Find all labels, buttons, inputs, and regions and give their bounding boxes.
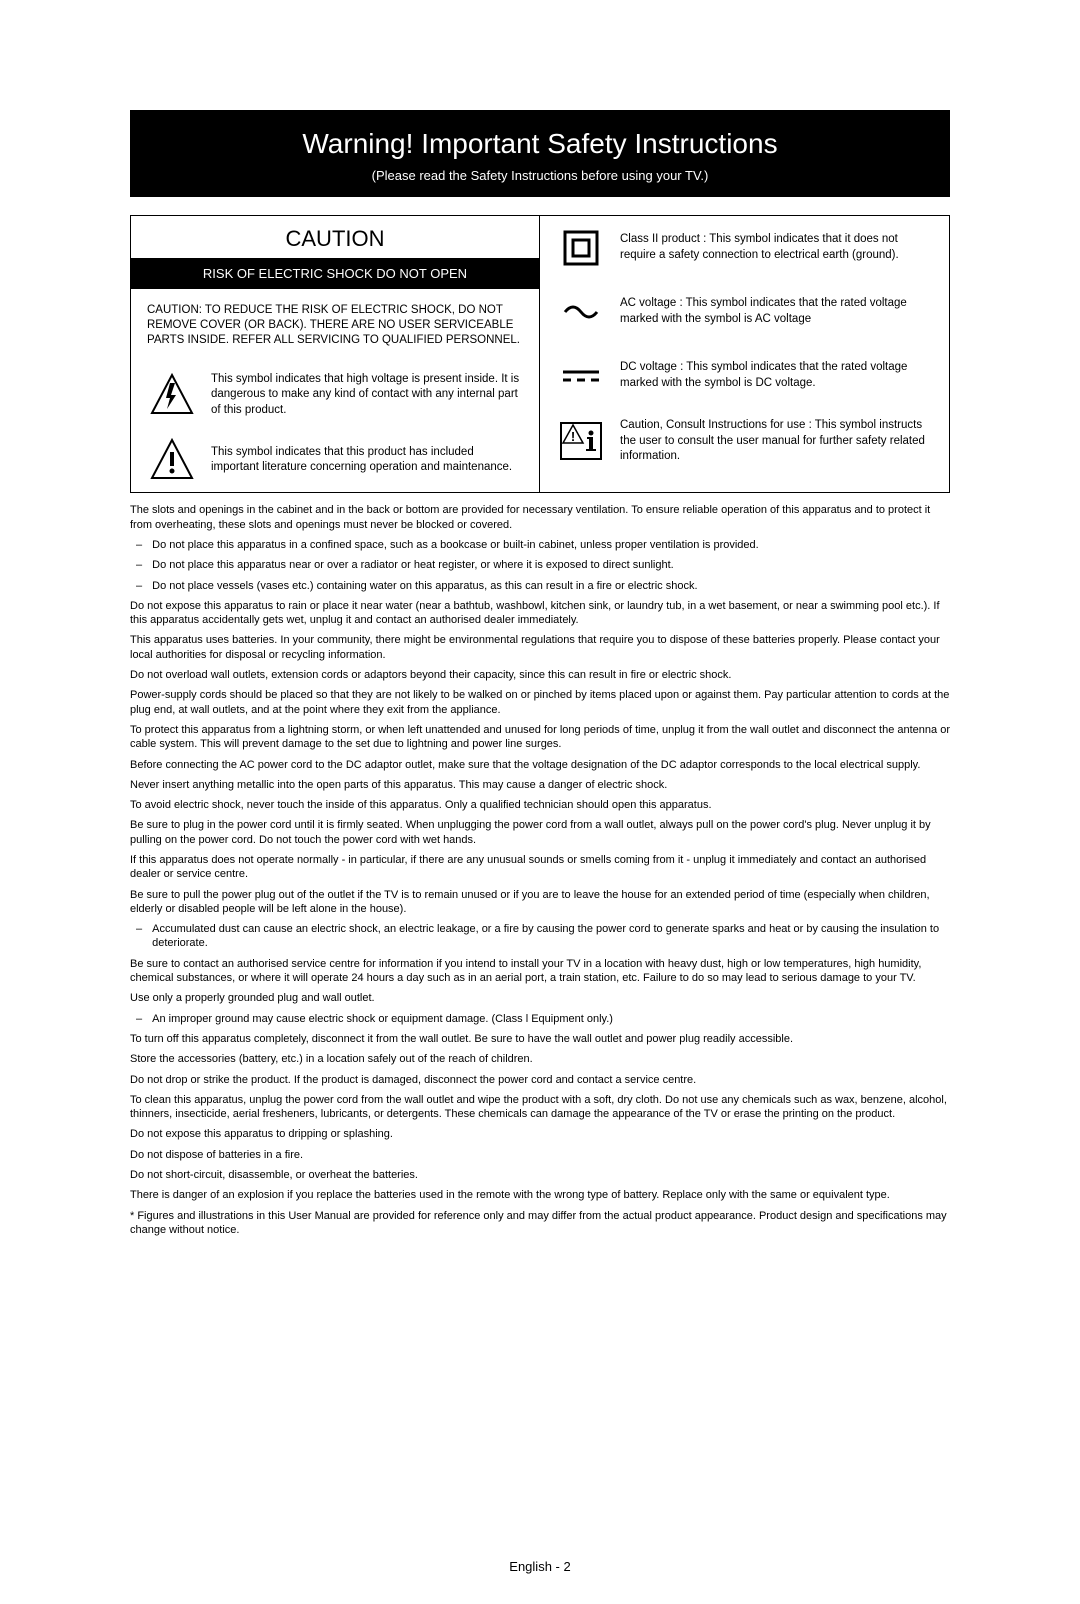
symbol-text: Class II product : This symbol indicates…: [606, 232, 933, 263]
para: Do not dispose of batteries in a fire.: [130, 1148, 950, 1162]
symbol-text: AC voltage : This symbol indicates that …: [606, 296, 933, 327]
para: Store the accessories (battery, etc.) in…: [130, 1052, 950, 1066]
page-footer: English - 2: [0, 1559, 1080, 1574]
para: Before connecting the AC power cord to t…: [130, 758, 950, 772]
para: The slots and openings in the cabinet an…: [130, 503, 950, 532]
bullet: Do not place vessels (vases etc.) contai…: [130, 579, 950, 593]
para: To turn off this apparatus completely, d…: [130, 1032, 950, 1046]
symbols-left-column: CAUTION RISK OF ELECTRIC SHOCK DO NOT OP…: [131, 216, 540, 492]
bullet: An improper ground may cause electric sh…: [130, 1012, 950, 1026]
svg-text:!: !: [571, 429, 575, 444]
para: To protect this apparatus from a lightni…: [130, 723, 950, 752]
para: Be sure to contact an authorised service…: [130, 957, 950, 986]
symbol-row: This symbol indicates that this product …: [131, 428, 539, 492]
caution-label: CAUTION: [131, 216, 539, 258]
symbol-text: Caution, Consult Instructions for use : …: [606, 418, 933, 465]
page-title: Warning! Important Safety Instructions: [130, 128, 950, 160]
symbol-row: This symbol indicates that high voltage …: [131, 362, 539, 429]
caution-text: CAUTION: TO REDUCE THE RISK OF ELECTRIC …: [131, 289, 539, 362]
para: Be sure to plug in the power cord until …: [130, 818, 950, 847]
para: If this apparatus does not operate norma…: [130, 853, 950, 882]
symbol-text: DC voltage : This symbol indicates that …: [606, 360, 933, 391]
page-subtitle: (Please read the Safety Instructions bef…: [130, 168, 950, 183]
body-text: The slots and openings in the cabinet an…: [130, 503, 950, 1237]
para: This apparatus uses batteries. In your c…: [130, 633, 950, 662]
symbol-row: Class II product : This symbol indicates…: [540, 216, 949, 280]
class2-icon: [556, 228, 606, 268]
symbol-text: This symbol indicates that this product …: [197, 445, 523, 476]
ac-voltage-icon: [556, 302, 606, 322]
consult-manual-icon: !: [556, 421, 606, 461]
para: To clean this apparatus, unplug the powe…: [130, 1093, 950, 1122]
symbol-row: DC voltage : This symbol indicates that …: [540, 344, 949, 408]
high-voltage-icon: [147, 373, 197, 417]
bullet: Do not place this apparatus in a confine…: [130, 538, 950, 552]
exclamation-icon: [147, 438, 197, 482]
bullet: Do not place this apparatus near or over…: [130, 558, 950, 572]
para: There is danger of an explosion if you r…: [130, 1188, 950, 1202]
symbol-row: AC voltage : This symbol indicates that …: [540, 280, 949, 344]
para: Use only a properly grounded plug and wa…: [130, 991, 950, 1005]
para: Be sure to pull the power plug out of th…: [130, 888, 950, 917]
para: Do not expose this apparatus to rain or …: [130, 599, 950, 628]
symbols-table: CAUTION RISK OF ELECTRIC SHOCK DO NOT OP…: [130, 215, 950, 493]
header-banner: Warning! Important Safety Instructions (…: [130, 110, 950, 197]
para: Power-supply cords should be placed so t…: [130, 688, 950, 717]
symbol-text: This symbol indicates that high voltage …: [197, 372, 523, 419]
symbols-right-column: Class II product : This symbol indicates…: [540, 216, 949, 492]
para: Do not overload wall outlets, extension …: [130, 668, 950, 682]
para: Do not short-circuit, disassemble, or ov…: [130, 1168, 950, 1182]
para: * Figures and illustrations in this User…: [130, 1209, 950, 1238]
symbol-row: ! Caution, Consult Instructions for use …: [540, 408, 949, 475]
bullet: Accumulated dust can cause an electric s…: [130, 922, 950, 951]
dc-voltage-icon: [556, 368, 606, 384]
para: Never insert anything metallic into the …: [130, 778, 950, 792]
risk-bar: RISK OF ELECTRIC SHOCK DO NOT OPEN: [131, 258, 539, 289]
para: Do not expose this apparatus to dripping…: [130, 1127, 950, 1141]
para: Do not drop or strike the product. If th…: [130, 1073, 950, 1087]
para: To avoid electric shock, never touch the…: [130, 798, 950, 812]
